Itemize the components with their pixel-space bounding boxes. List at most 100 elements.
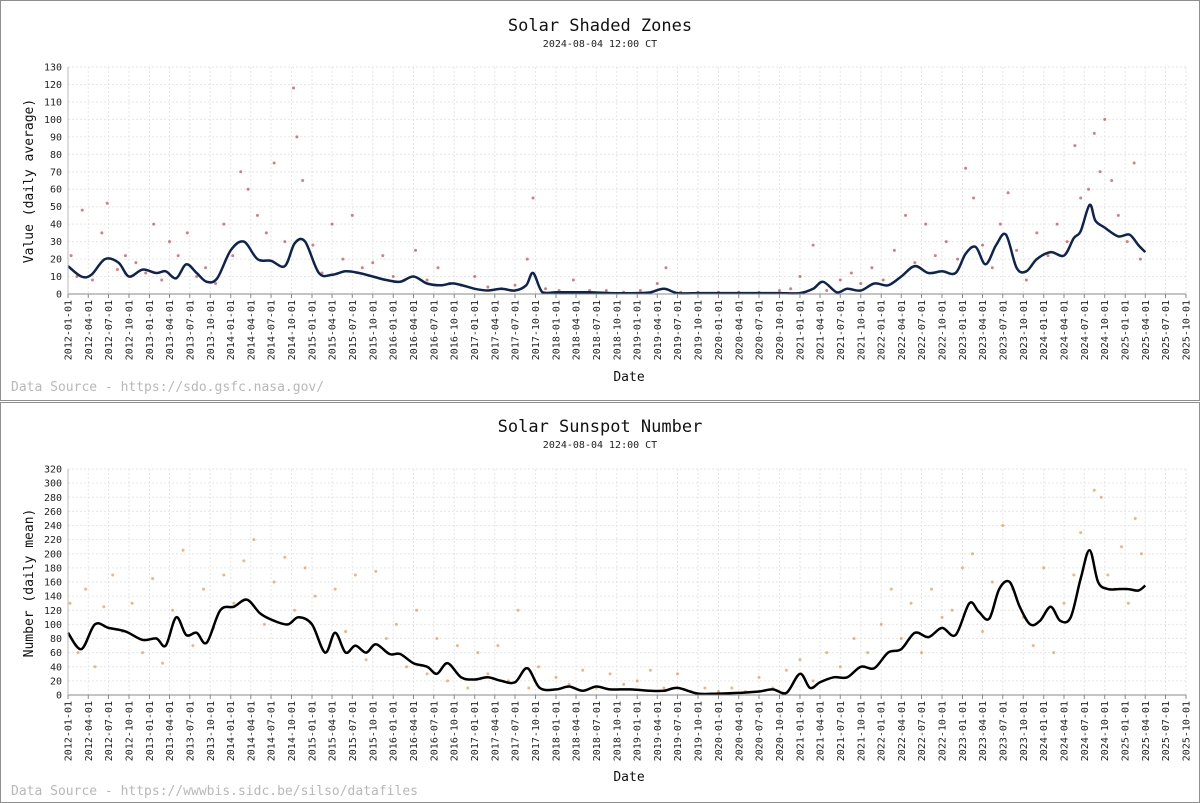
x-tick-label: 2014-04-01 <box>246 300 257 360</box>
data-point <box>784 668 788 672</box>
data-point <box>1099 495 1103 499</box>
x-tick-label: 2022-04-01 <box>897 300 908 360</box>
data-point <box>1042 566 1046 570</box>
data-point <box>168 240 172 244</box>
data-point <box>581 668 585 672</box>
axes: 0 20 40 60 80 100 120 140 160 180 200 220 240 260 280 3… <box>44 465 1193 762</box>
data-point <box>567 682 571 686</box>
data-point <box>486 672 490 676</box>
data-point <box>635 679 639 683</box>
x-tick-label: 2015-07-01 <box>348 300 359 360</box>
sunspot-number-chart: 0 20 40 60 80 100 120 140 160 180 200 220 240 260 280 3… <box>11 417 1193 799</box>
data-point <box>798 658 802 662</box>
data-point <box>1035 231 1039 235</box>
data-point <box>1092 131 1096 135</box>
data-point <box>176 254 180 258</box>
data-point <box>391 275 395 279</box>
data-point <box>940 615 944 619</box>
x-tick-label: 2023-07-01 <box>998 701 1009 761</box>
data-point <box>1065 240 1069 244</box>
data-point <box>1073 144 1077 148</box>
y-tick-label: 20 <box>50 676 62 687</box>
x-tick-label: 2019-07-01 <box>673 300 684 360</box>
x-tick-label: 2013-01-01 <box>145 701 156 761</box>
data-point <box>676 672 680 676</box>
data-point <box>971 552 975 556</box>
data-point <box>664 266 668 270</box>
data-point <box>486 285 490 289</box>
data-point <box>892 248 896 252</box>
data-point <box>990 266 994 270</box>
data-point <box>1072 573 1076 577</box>
data-point <box>537 665 541 669</box>
data-point <box>789 287 793 291</box>
data-point <box>981 629 985 633</box>
x-tick-label: 2022-10-01 <box>938 701 949 761</box>
x-tick-label: 2015-07-01 <box>348 701 359 761</box>
y-tick-label: 100 <box>44 115 62 126</box>
x-tick-label: 2019-01-01 <box>633 701 644 761</box>
x-tick-label: 2012-07-01 <box>104 701 115 761</box>
x-tick-label: 2017-01-01 <box>470 701 481 761</box>
data-point <box>151 576 155 580</box>
grid <box>67 66 1187 295</box>
x-tick-label: 2015-01-01 <box>307 300 318 360</box>
data-point <box>1116 213 1120 217</box>
x-tick-label: 2017-04-01 <box>490 300 501 360</box>
data-point <box>1092 488 1096 492</box>
data-point <box>311 243 315 247</box>
data-point <box>638 289 642 293</box>
chart-title: Solar Sunspot Number <box>498 417 703 437</box>
x-tick-label: 2016-01-01 <box>389 300 400 360</box>
data-point <box>105 201 109 205</box>
data-point <box>622 682 626 686</box>
data-point <box>899 637 903 640</box>
data-point <box>264 231 268 235</box>
y-tick-label: 160 <box>44 578 62 589</box>
axes: 0 10 20 30 40 50 60 70 80 90 100 110 120 130 2012-01-0… <box>44 63 1193 361</box>
data-point <box>990 580 994 584</box>
data-point <box>716 689 720 693</box>
data-point <box>913 261 917 265</box>
data-point <box>360 266 364 270</box>
x-tick-label: 2020-01-01 <box>714 701 725 761</box>
data-point <box>353 573 357 577</box>
data-point <box>852 637 856 640</box>
x-tick-label: 2014-07-01 <box>267 300 278 360</box>
x-tick-label: 2013-04-01 <box>165 701 176 761</box>
y-tick-label: 200 <box>44 549 62 560</box>
x-tick-label: 2023-04-01 <box>978 300 989 360</box>
data-point <box>350 213 354 217</box>
x-tick-label: 2024-07-01 <box>1080 300 1091 360</box>
data-point <box>425 278 429 282</box>
x-tick-label: 2024-04-01 <box>1060 701 1071 761</box>
data-point <box>436 266 440 270</box>
y-tick-label: 120 <box>44 606 62 617</box>
data-point <box>69 254 73 258</box>
x-tick-label: 2021-07-01 <box>836 701 847 761</box>
data-point <box>1052 651 1056 655</box>
y-tick-label: 0 <box>56 290 62 301</box>
data-point <box>292 86 296 90</box>
data-point <box>283 240 287 244</box>
data-point <box>293 608 297 612</box>
data-point <box>313 594 317 598</box>
data-point <box>90 278 94 282</box>
data-point <box>1132 161 1136 165</box>
smoothed-line <box>66 548 1147 696</box>
x-tick-label: 2025-04-01 <box>1141 701 1152 761</box>
x-tick-label: 2025-07-01 <box>1161 701 1172 761</box>
x-tick-label: 2015-10-01 <box>368 300 379 360</box>
data-point <box>825 651 829 655</box>
data-point <box>930 587 934 591</box>
x-tick-label: 2023-01-01 <box>958 701 969 761</box>
data-point <box>1138 257 1142 261</box>
data-point <box>384 637 388 640</box>
x-tick-label: 2024-07-01 <box>1080 701 1091 761</box>
x-tick-label: 2020-10-01 <box>775 300 786 360</box>
y-tick-label: 260 <box>44 507 62 518</box>
data-point <box>473 275 477 279</box>
data-point <box>798 275 802 279</box>
x-tick-label: 2021-01-01 <box>795 300 806 360</box>
data-point <box>301 179 305 182</box>
